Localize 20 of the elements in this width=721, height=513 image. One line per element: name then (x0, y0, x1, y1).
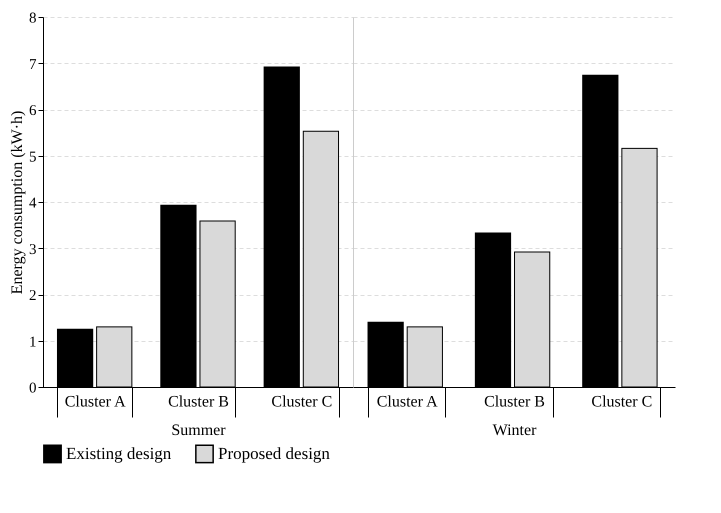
y-tick-label: 8 (29, 10, 36, 26)
y-tick-label: 5 (29, 149, 36, 166)
x-tick-label: Cluster A (64, 394, 126, 410)
x-axis-title: Winter (492, 422, 538, 439)
x-tick-label: Cluster B (484, 394, 545, 410)
y-tick-label: 3 (29, 242, 36, 258)
y-tick-label: 1 (29, 334, 36, 350)
legend-label: Existing design (66, 444, 172, 463)
y-tick-label: 6 (29, 103, 37, 119)
x-tick-label: Cluster B (168, 394, 229, 410)
x-tick-label: Cluster C (591, 394, 652, 410)
y-axis-title: Energy consumption (kW·h) (9, 110, 26, 294)
y-tick-label: 4 (29, 196, 37, 212)
y-tick-label: 0 (29, 380, 36, 396)
x-tick-label: Cluster A (376, 394, 438, 410)
legend-label: Proposed design (218, 444, 330, 463)
y-tick-label: 2 (29, 288, 36, 304)
x-axis-title: Summer (171, 422, 226, 439)
y-tick-label: 7 (29, 56, 37, 73)
x-tick-label: Cluster C (271, 394, 332, 410)
